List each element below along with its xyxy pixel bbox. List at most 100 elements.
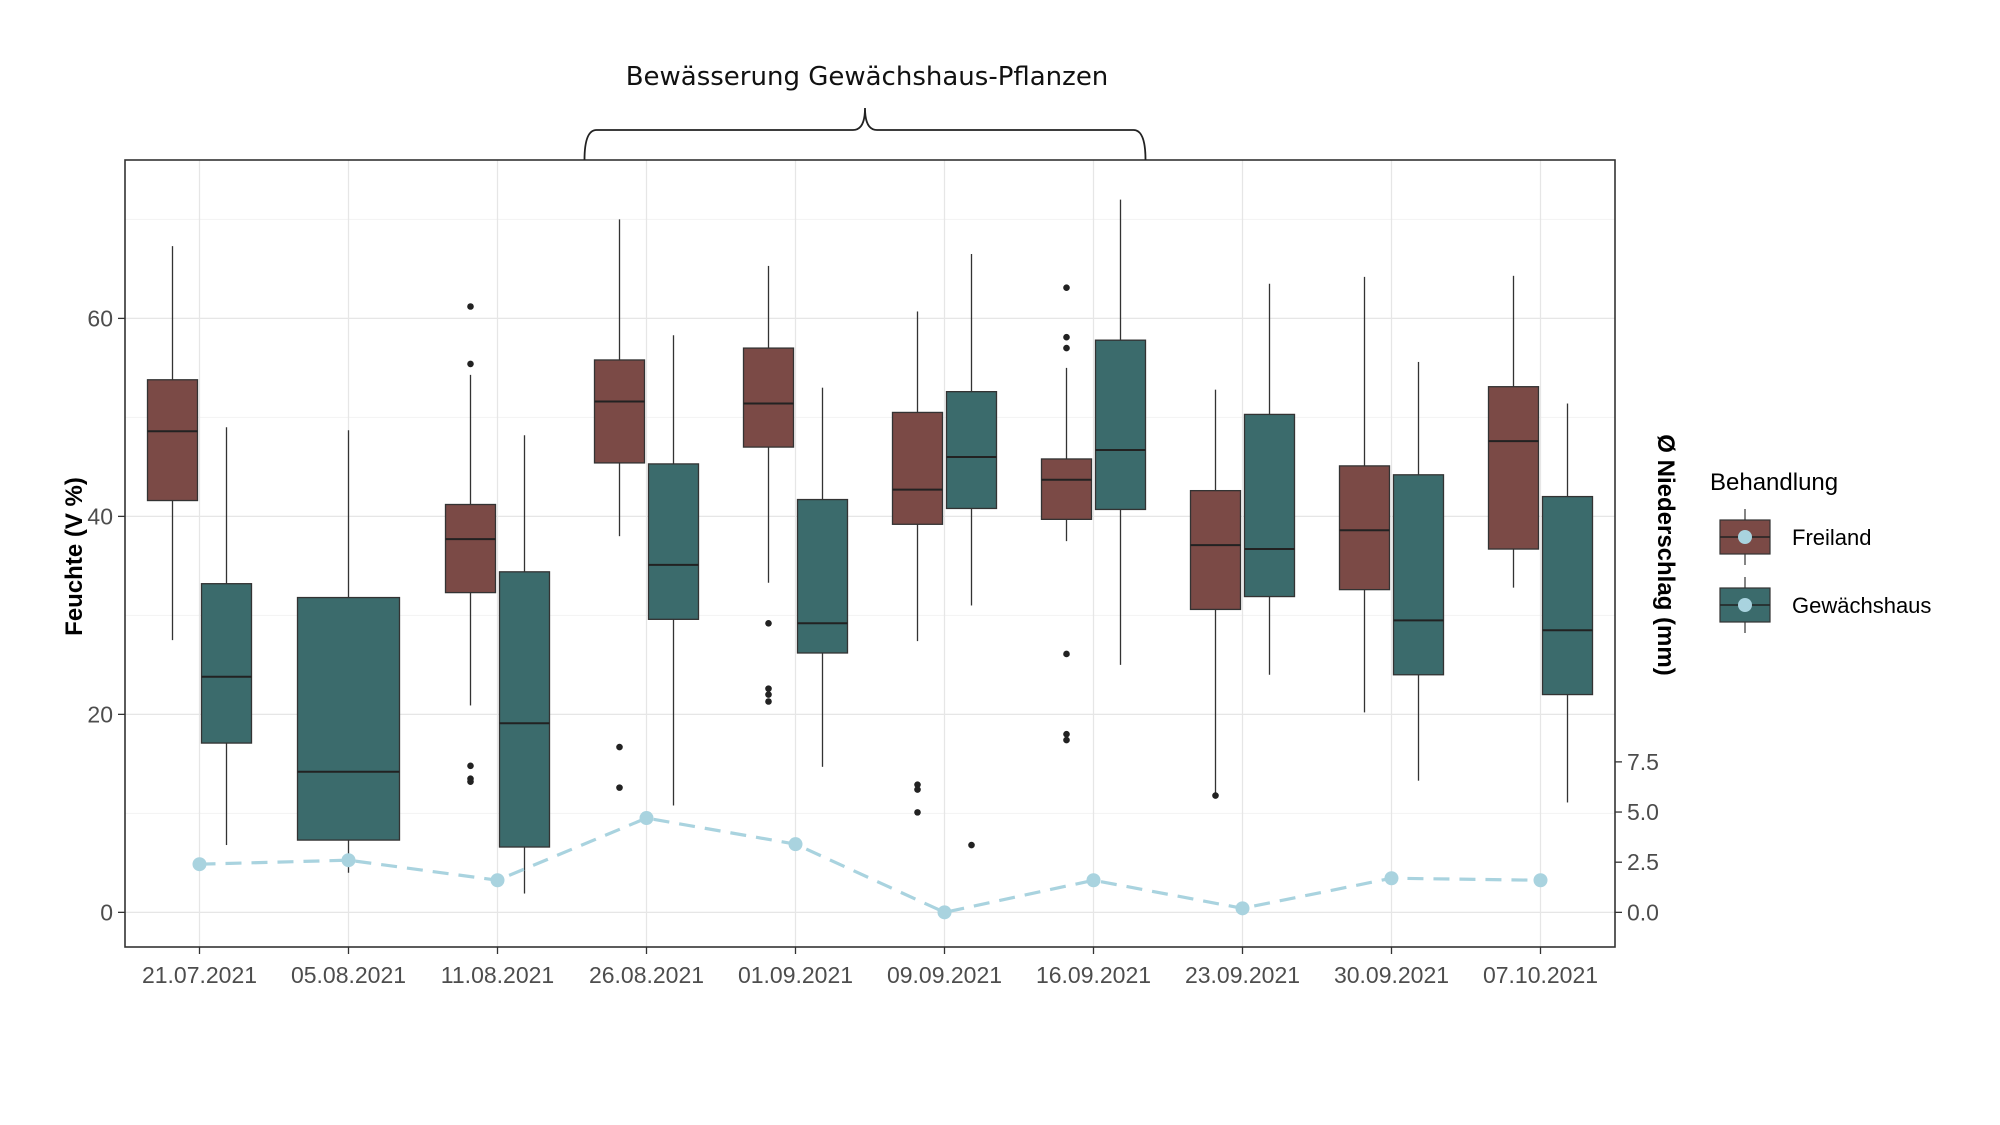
x-tick-label: 30.09.2021 — [1334, 962, 1449, 988]
x-tick-label: 23.09.2021 — [1185, 962, 1300, 988]
outlier-point — [765, 685, 772, 692]
precipitation-point — [490, 873, 505, 888]
outlier-point — [765, 619, 772, 627]
y2-axis-title: Ø Niederschlag (mm) — [1652, 434, 1679, 675]
precipitation-point — [1533, 873, 1548, 888]
box-gewächshaus-05.08.2021 — [296, 430, 401, 873]
boxes — [146, 199, 1594, 894]
box-gewächshaus-09.09.2021 — [945, 254, 998, 849]
outlier-point — [1063, 736, 1070, 744]
outlier-point — [914, 809, 921, 816]
outlier-point — [765, 698, 772, 705]
outlier-point — [1063, 284, 1070, 292]
precipitation-point — [639, 811, 654, 826]
box-freiland-26.08.2021 — [593, 219, 646, 791]
outlier-point — [467, 778, 474, 785]
precipitation-point — [192, 857, 207, 872]
outlier-point — [467, 762, 474, 770]
box-gewächshaus-23.09.2021 — [1243, 283, 1296, 675]
outlier-point — [616, 784, 623, 791]
precipitation-point — [341, 853, 356, 868]
box-iqr — [498, 571, 551, 848]
outlier-point — [765, 691, 772, 698]
legend: Behandlung Freiland Gewächshaus — [1710, 469, 1931, 633]
x-tick-label: 01.09.2021 — [738, 962, 853, 988]
outlier-point — [1063, 344, 1070, 352]
plot-frame — [124, 159, 1616, 948]
box-freiland-21.07.2021 — [146, 246, 199, 641]
box-freiland-30.09.2021 — [1338, 276, 1391, 713]
box-freiland-09.09.2021 — [891, 311, 944, 816]
x-tick-label: 16.09.2021 — [1036, 962, 1151, 988]
outlier-point — [1063, 730, 1070, 738]
box-freiland-07.10.2021 — [1487, 275, 1540, 588]
box-freiland-23.09.2021 — [1189, 389, 1242, 799]
box-iqr — [593, 359, 646, 464]
axes: 0 20 40 60 21.07.2021 05.08.2021 11.08.2021 26.… — [87, 305, 1659, 988]
outlier-point — [914, 786, 921, 793]
outlier-point — [968, 841, 975, 849]
outlier-point — [467, 360, 474, 368]
precipitation-point — [1086, 873, 1101, 888]
precipitation-line — [192, 811, 1548, 920]
box-iqr — [1189, 489, 1242, 611]
x-tick-label: 07.10.2021 — [1483, 962, 1598, 988]
box-gewächshaus-01.09.2021 — [796, 387, 849, 767]
box-iqr — [146, 379, 199, 502]
box-iqr — [296, 596, 401, 841]
x-tick-label: 09.09.2021 — [887, 962, 1002, 988]
box-iqr — [742, 347, 795, 448]
y2-tick-label: 5.0 — [1627, 799, 1659, 825]
outlier-point — [1063, 650, 1070, 658]
x-tick-label: 26.08.2021 — [589, 962, 704, 988]
outlier-point — [616, 743, 623, 751]
legend-label: Gewächshaus — [1792, 593, 1931, 618]
y-tick-label: 60 — [87, 305, 113, 331]
precipitation-point — [1384, 871, 1399, 886]
y2-tick-label: 7.5 — [1627, 749, 1659, 775]
box-gewächshaus-26.08.2021 — [647, 335, 700, 806]
box-iqr — [945, 390, 998, 510]
box-iqr — [200, 583, 253, 744]
x-tick-label: 05.08.2021 — [291, 962, 406, 988]
box-iqr — [891, 411, 944, 525]
annotation-text: Bewässerung Gewächshaus-Pflanzen — [626, 62, 1109, 92]
outlier-point — [1063, 333, 1070, 341]
legend-key-point — [1738, 530, 1752, 544]
box-iqr — [1487, 386, 1540, 550]
precipitation-point — [1235, 901, 1250, 916]
annotation-brace — [583, 107, 1147, 161]
box-gewächshaus-11.08.2021 — [498, 435, 551, 894]
box-freiland-11.08.2021 — [444, 303, 497, 785]
y-tick-label: 40 — [87, 503, 113, 529]
x-tick-label: 21.07.2021 — [142, 962, 257, 988]
y-tick-label: 20 — [87, 701, 113, 727]
box-gewächshaus-07.10.2021 — [1541, 403, 1594, 803]
outlier-point — [1212, 792, 1219, 799]
box-iqr — [647, 463, 700, 620]
legend-title: Behandlung — [1710, 469, 1838, 496]
precipitation-dashed-line — [199, 816, 1541, 915]
y2-tick-label: 2.5 — [1627, 849, 1659, 875]
box-iqr — [1541, 495, 1594, 696]
box-gewächshaus-30.09.2021 — [1392, 361, 1445, 781]
box-freiland-01.09.2021 — [742, 265, 795, 705]
legend-item-gewächshaus: Gewächshaus — [1719, 577, 1931, 633]
legend-label: Freiland — [1792, 525, 1871, 550]
box-iqr — [1338, 465, 1391, 591]
box-iqr — [1094, 339, 1147, 511]
legend-key-point — [1738, 598, 1752, 612]
box-gewächshaus-16.09.2021 — [1094, 199, 1147, 665]
box-iqr — [444, 503, 497, 594]
outlier-point — [467, 303, 474, 310]
precipitation-point — [937, 905, 952, 920]
y-axis-title: Feuchte (V %) — [61, 477, 88, 636]
box-iqr — [1040, 458, 1093, 520]
box-iqr — [796, 498, 849, 654]
box-iqr — [1392, 474, 1445, 676]
box-gewächshaus-21.07.2021 — [200, 427, 253, 846]
outlier-point — [914, 781, 921, 788]
legend-item-freiland: Freiland — [1719, 509, 1871, 565]
x-tick-label: 11.08.2021 — [441, 962, 554, 988]
